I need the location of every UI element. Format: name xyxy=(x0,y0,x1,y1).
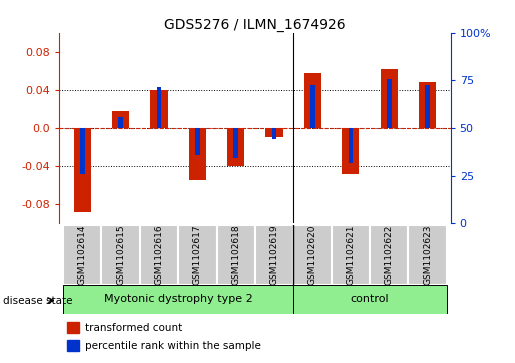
Bar xyxy=(370,225,408,285)
Bar xyxy=(332,225,370,285)
Bar xyxy=(304,73,321,128)
Text: GSM1102619: GSM1102619 xyxy=(270,225,279,285)
Bar xyxy=(216,225,255,285)
Text: transformed count: transformed count xyxy=(84,323,182,333)
Bar xyxy=(387,79,391,128)
Text: GSM1102617: GSM1102617 xyxy=(193,225,202,285)
Bar xyxy=(150,90,167,128)
Text: Myotonic dystrophy type 2: Myotonic dystrophy type 2 xyxy=(104,294,252,305)
Text: GSM1102616: GSM1102616 xyxy=(154,225,163,285)
Text: disease state: disease state xyxy=(3,295,72,306)
Bar xyxy=(63,225,101,285)
Bar xyxy=(381,69,398,128)
Bar xyxy=(233,128,238,158)
Bar xyxy=(140,225,178,285)
Bar xyxy=(265,128,283,138)
Text: GSM1102615: GSM1102615 xyxy=(116,225,125,285)
Title: GDS5276 / ILMN_1674926: GDS5276 / ILMN_1674926 xyxy=(164,18,346,32)
Bar xyxy=(272,128,277,139)
Bar xyxy=(195,128,200,155)
Bar xyxy=(157,87,161,128)
Bar xyxy=(408,225,447,285)
Text: percentile rank within the sample: percentile rank within the sample xyxy=(84,341,261,351)
Bar xyxy=(294,285,447,314)
Bar xyxy=(419,82,436,128)
Text: GSM1102618: GSM1102618 xyxy=(231,225,240,285)
Text: GSM1102620: GSM1102620 xyxy=(308,225,317,285)
Bar xyxy=(310,85,315,128)
Bar xyxy=(118,117,123,128)
Bar xyxy=(74,128,91,212)
Bar xyxy=(425,85,430,128)
Text: GSM1102623: GSM1102623 xyxy=(423,225,432,285)
Bar xyxy=(227,128,245,166)
Bar xyxy=(80,128,84,174)
Bar xyxy=(349,128,353,163)
Text: GSM1102614: GSM1102614 xyxy=(78,225,87,285)
Bar xyxy=(255,225,294,285)
Text: control: control xyxy=(351,294,389,305)
Bar xyxy=(67,322,79,333)
Bar xyxy=(188,128,206,180)
Bar xyxy=(294,225,332,285)
Bar xyxy=(342,128,359,174)
Text: GSM1102621: GSM1102621 xyxy=(347,225,355,285)
Text: GSM1102622: GSM1102622 xyxy=(385,225,394,285)
Bar xyxy=(112,111,129,128)
Bar xyxy=(63,285,294,314)
Bar xyxy=(178,225,216,285)
Bar xyxy=(101,225,140,285)
Bar xyxy=(67,340,79,351)
